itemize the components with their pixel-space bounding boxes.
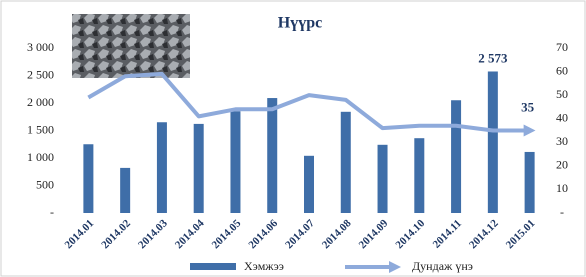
y-tick-label: 1 500 xyxy=(27,122,54,136)
y2-tick-label: 30 xyxy=(556,134,568,148)
bar xyxy=(267,98,277,213)
coal-image xyxy=(72,14,190,78)
bar xyxy=(230,111,240,213)
y2-tick-label: 50 xyxy=(556,87,568,101)
data-label: 2 573 xyxy=(478,50,508,65)
chart-title: Нүүрс xyxy=(278,15,322,32)
y-tick-label: 3 000 xyxy=(27,40,54,54)
bar xyxy=(378,145,388,213)
y2-tick-label: 70 xyxy=(556,40,568,54)
y2-tick-label: 40 xyxy=(556,110,568,124)
data-label: 35 xyxy=(521,99,535,114)
bar xyxy=(304,156,314,213)
y2-tick-label: 60 xyxy=(556,63,568,77)
y-tick-label: 1 000 xyxy=(27,150,54,164)
legend-label: Дундаж үнэ xyxy=(412,259,473,273)
y-tick-label: 2 500 xyxy=(27,67,54,81)
bar xyxy=(120,168,130,213)
chart: Нүүрс - 500 1 000 1 500 2 000 2 500 3 000 - 10 20… xyxy=(0,0,586,277)
y-tick-label: - xyxy=(50,205,54,219)
bar xyxy=(488,71,498,213)
bar xyxy=(414,138,424,213)
legend-label: Хэмжээ xyxy=(244,259,284,273)
bar xyxy=(525,152,535,213)
y2-tick-label: 20 xyxy=(556,158,568,172)
y-tick-label: 2 000 xyxy=(27,95,54,109)
bar xyxy=(83,144,93,213)
bar xyxy=(451,100,461,213)
y2-tick-label: - xyxy=(560,205,564,219)
y2-tick-label: 10 xyxy=(556,181,568,195)
bar xyxy=(194,124,204,213)
bar xyxy=(157,122,167,213)
bar xyxy=(341,112,351,213)
y-tick-label: 500 xyxy=(36,177,54,191)
legend-swatch xyxy=(190,263,236,270)
